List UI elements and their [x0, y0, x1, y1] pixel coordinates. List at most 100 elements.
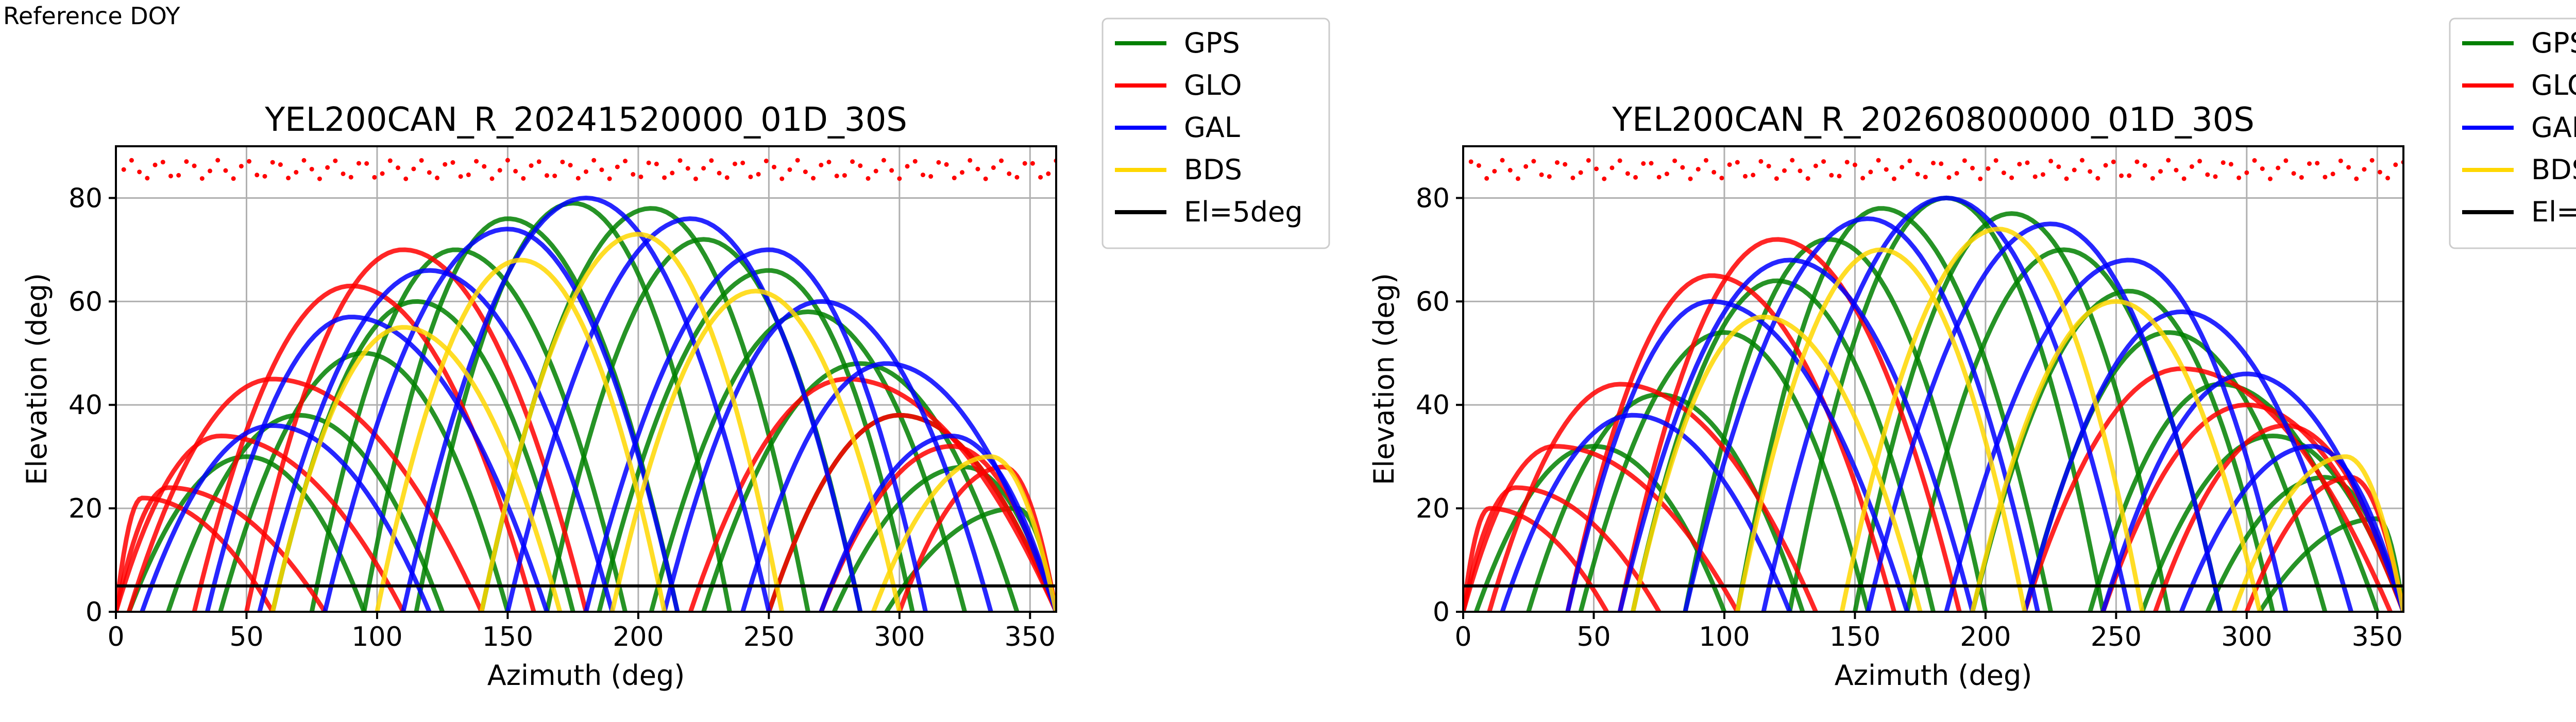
glo-dot [458, 174, 463, 179]
glo-dot [262, 174, 267, 179]
glo-dot [764, 159, 769, 164]
glo-dot [348, 175, 353, 180]
glo-dot [489, 176, 495, 181]
glo-dot [701, 166, 706, 171]
chart-title: YEL200CAN_R_20241520000_01D_30S [264, 101, 907, 139]
track-glo [1463, 485, 1662, 612]
tracks [116, 195, 1056, 612]
glo-dot [145, 176, 150, 181]
glo-dot [396, 165, 400, 170]
glo-dot [2267, 176, 2273, 181]
y-tick-label: 80 [69, 183, 103, 214]
glo-dot [2048, 159, 2054, 164]
track-bds [270, 325, 563, 612]
glo-dot [1500, 158, 1505, 163]
glo-dot [607, 176, 612, 181]
y-tick-label: 40 [69, 390, 103, 421]
glo-dot [873, 168, 878, 174]
glo-dot [991, 165, 996, 170]
glo-dot [427, 170, 432, 175]
glo-dot [638, 174, 643, 179]
glo-dot [740, 160, 745, 165]
glo-dot [1946, 175, 1952, 180]
glo-dot [2095, 176, 2100, 181]
glo-dot [1688, 176, 1693, 181]
glo-dot [176, 173, 181, 178]
track-bds [479, 232, 785, 612]
glo-dot [137, 169, 142, 175]
glo-dot [1609, 165, 1615, 170]
glo-dot [1578, 170, 1583, 175]
track-glo [2022, 366, 2393, 612]
glo-dot [968, 158, 973, 163]
glo-dot [1993, 158, 1998, 163]
glo-dot [881, 158, 886, 163]
glo-dot [2228, 162, 2233, 167]
glo-dot [1876, 158, 1881, 163]
glo-dot [2127, 173, 2132, 178]
glo-dot [1829, 173, 1834, 178]
chart-title: YEL200CAN_R_20260800000_01D_30S [1612, 101, 2255, 139]
glo-dot [552, 173, 557, 178]
glo-dot [1038, 175, 1043, 180]
glo-dot [208, 168, 212, 174]
glo-dot [936, 160, 941, 165]
glo-dot [1523, 164, 1529, 169]
glo-dot [231, 176, 236, 181]
legend-label: GAL [1184, 111, 1240, 144]
glo-dot [1798, 168, 1803, 174]
glo-dot [2236, 175, 2242, 180]
plot-frame [1462, 145, 2404, 613]
glo-dot [443, 162, 448, 167]
track-gal [257, 268, 615, 612]
glo-dot [2283, 158, 2289, 163]
glo-dot [286, 176, 291, 181]
glo-dot [497, 168, 502, 173]
track-glo [767, 412, 1056, 612]
glo-dot [2260, 166, 2265, 171]
track-gps [701, 361, 1020, 612]
glo-dot [912, 159, 918, 164]
glo-dot [482, 164, 487, 169]
glo-dot [803, 169, 808, 175]
glo-dot [2064, 176, 2069, 181]
glo-dot [1468, 159, 1473, 164]
legend-box [1101, 18, 1330, 249]
x-tick-label: 100 [1699, 622, 1750, 652]
glo-dot [1030, 161, 1035, 166]
legend-label: El=5deg [1184, 196, 1303, 228]
glo-dot [2252, 158, 2257, 163]
x-tick-label: 100 [351, 622, 402, 652]
glo-dot [278, 162, 283, 167]
glo-dot [1476, 163, 1481, 168]
glo-dot [2323, 175, 2328, 180]
track-gal [1617, 257, 1975, 612]
glo-dot [772, 164, 776, 169]
glo-dot [2079, 158, 2084, 163]
glo-dot [2385, 176, 2391, 181]
glo-dot [419, 158, 424, 163]
y-tick-label: 40 [1416, 390, 1450, 421]
glo-dot [1978, 176, 1983, 181]
glo-dot [1970, 165, 1975, 170]
glo-dot [889, 168, 894, 173]
glo-dot [450, 160, 455, 165]
x-axis-label: Azimuth (deg) [1835, 659, 2032, 692]
x-tick-label: 150 [1829, 622, 1880, 652]
glo-dot [560, 159, 565, 164]
x-tick-label: 300 [2221, 622, 2272, 652]
glo-dot [795, 158, 800, 163]
glo-dot [215, 158, 221, 163]
glo-dot [317, 176, 322, 181]
glo-dot [2072, 167, 2077, 173]
glo-dot [866, 176, 871, 181]
glo-dot [1727, 162, 1732, 167]
glo-zenith-dots [1468, 158, 2403, 181]
glo-dot [129, 158, 134, 163]
glo-dot [615, 164, 620, 169]
glo-dot [1625, 171, 1630, 176]
plot-frame [115, 145, 1057, 613]
x-tick-label: 0 [107, 622, 124, 652]
glo-dot [255, 173, 260, 178]
glo-dot [325, 165, 330, 170]
